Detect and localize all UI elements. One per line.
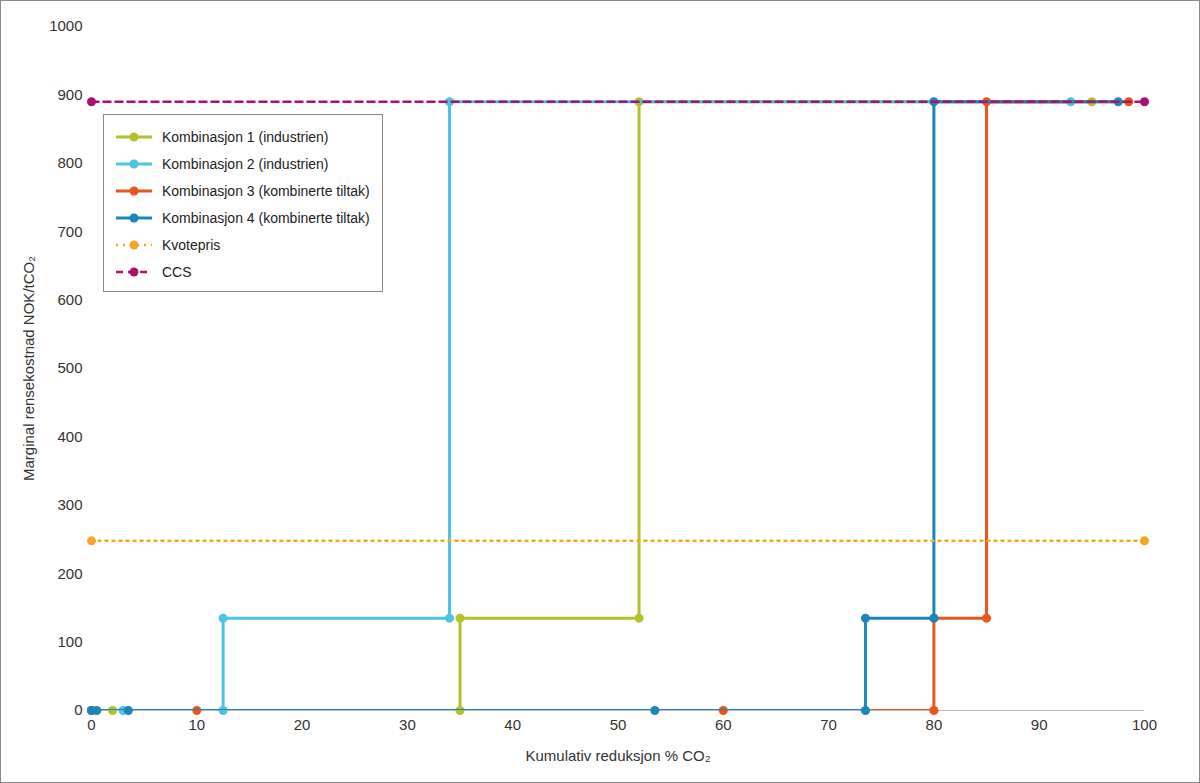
svg-text:40: 40 <box>504 716 521 733</box>
svg-text:30: 30 <box>399 716 416 733</box>
svg-text:0: 0 <box>74 701 82 718</box>
html-text:Kombinasjon 1 (industrien): Kombinasjon 1 (industrien) <box>162 128 329 145</box>
svg-text:900: 900 <box>57 86 82 103</box>
svg-text:600: 600 <box>57 291 82 308</box>
svg-text:1000: 1000 <box>49 17 82 34</box>
html-text:Kombinasjon 2 (industrien): Kombinasjon 2 (industrien) <box>162 155 329 172</box>
svg-text:500: 500 <box>57 359 82 376</box>
svg-text:60: 60 <box>715 716 732 733</box>
svg-text:Kumulativ reduksjon % CO₂: Kumulativ reduksjon % CO₂ <box>525 747 710 764</box>
svg-text:200: 200 <box>57 565 82 582</box>
svg-text:70: 70 <box>820 716 837 733</box>
html-text:Kvotepris: Kvotepris <box>162 236 221 253</box>
svg-text:50: 50 <box>610 716 627 733</box>
html-text:CCS: CCS <box>162 263 192 280</box>
html-text:Kombinasjon 4 (kombinerte tilt: Kombinasjon 4 (kombinerte tiltak) <box>162 209 370 226</box>
svg-text:700: 700 <box>57 223 82 240</box>
svg-text:Marginal rensekostnad NOK/tCO₂: Marginal rensekostnad NOK/tCO₂ <box>20 256 37 481</box>
svg-text:800: 800 <box>57 154 82 171</box>
svg-text:80: 80 <box>926 716 943 733</box>
svg-text:400: 400 <box>57 428 82 445</box>
svg-text:300: 300 <box>57 496 82 513</box>
svg-text:100: 100 <box>57 633 82 650</box>
html-text:Kombinasjon 3 (kombinerte tilt: Kombinasjon 3 (kombinerte tiltak) <box>162 182 370 199</box>
svg-text:10: 10 <box>188 716 205 733</box>
svg-text:20: 20 <box>294 716 311 733</box>
svg-text:100: 100 <box>1132 716 1157 733</box>
svg-text:0: 0 <box>87 716 95 733</box>
svg-text:90: 90 <box>1031 716 1048 733</box>
